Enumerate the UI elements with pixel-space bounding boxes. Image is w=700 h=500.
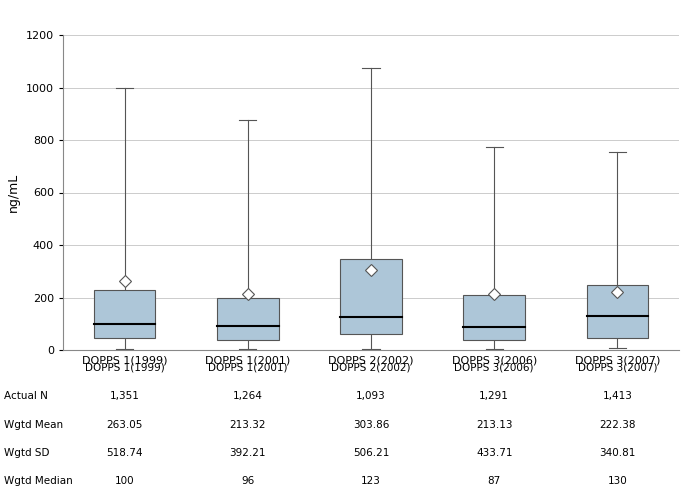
- FancyBboxPatch shape: [587, 285, 648, 338]
- Text: 303.86: 303.86: [353, 420, 389, 430]
- Text: 263.05: 263.05: [106, 420, 143, 430]
- Text: 1,291: 1,291: [480, 391, 509, 401]
- Text: 1,264: 1,264: [233, 391, 262, 401]
- Text: DOPPS 3(2006): DOPPS 3(2006): [454, 362, 534, 372]
- Text: Wgtd Median: Wgtd Median: [4, 476, 72, 486]
- FancyBboxPatch shape: [217, 298, 279, 340]
- Text: 1,413: 1,413: [603, 391, 632, 401]
- Y-axis label: ng/mL: ng/mL: [7, 173, 20, 212]
- FancyBboxPatch shape: [340, 260, 402, 334]
- Text: 392.21: 392.21: [230, 448, 266, 458]
- Text: 213.32: 213.32: [230, 420, 266, 430]
- FancyBboxPatch shape: [463, 295, 525, 340]
- Text: 222.38: 222.38: [599, 420, 636, 430]
- Text: 1,093: 1,093: [356, 391, 386, 401]
- Text: Wgtd SD: Wgtd SD: [4, 448, 49, 458]
- Text: Actual N: Actual N: [4, 391, 48, 401]
- Text: 130: 130: [608, 476, 627, 486]
- FancyBboxPatch shape: [94, 290, 155, 338]
- Text: DOPPS 3(2007): DOPPS 3(2007): [578, 362, 657, 372]
- Text: 100: 100: [115, 476, 134, 486]
- Text: DOPPS 1(1999): DOPPS 1(1999): [85, 362, 164, 372]
- Text: 518.74: 518.74: [106, 448, 143, 458]
- Text: 213.13: 213.13: [476, 420, 512, 430]
- Text: 96: 96: [241, 476, 254, 486]
- Text: 87: 87: [488, 476, 500, 486]
- Text: DOPPS 2(2002): DOPPS 2(2002): [331, 362, 411, 372]
- Text: 123: 123: [361, 476, 381, 486]
- Text: 340.81: 340.81: [599, 448, 636, 458]
- Text: 506.21: 506.21: [353, 448, 389, 458]
- Text: DOPPS 1(2001): DOPPS 1(2001): [208, 362, 288, 372]
- Text: 433.71: 433.71: [476, 448, 512, 458]
- Text: 1,351: 1,351: [110, 391, 139, 401]
- Text: Wgtd Mean: Wgtd Mean: [4, 420, 62, 430]
